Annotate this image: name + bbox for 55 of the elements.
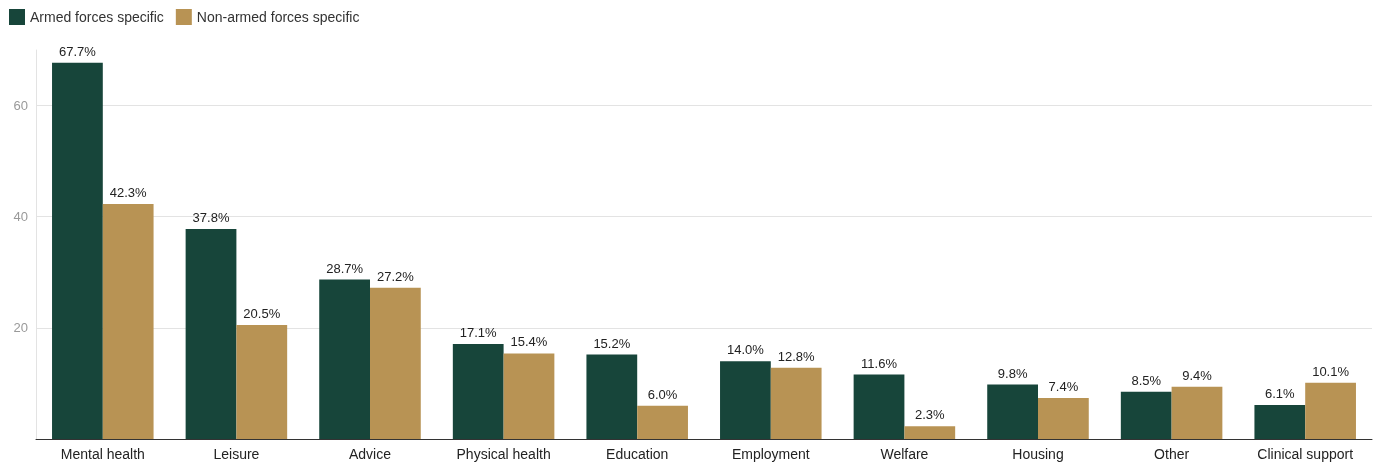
data-label: 17.1%	[459, 324, 498, 340]
x-tick-label: Advice	[348, 446, 392, 462]
bar	[720, 361, 771, 439]
bar	[987, 384, 1038, 439]
data-label: 20.5%	[243, 306, 281, 322]
bar	[853, 374, 905, 439]
x-tick-label: Clinical support	[1257, 446, 1354, 462]
data-label: 9.4%	[1182, 367, 1213, 383]
data-label: 14.0%	[726, 342, 765, 358]
x-tick-label: Mental health	[60, 446, 145, 462]
y-tick-label: 40	[13, 209, 28, 225]
legend-label: Armed forces specific	[30, 9, 164, 25]
x-tick-label: Housing	[1012, 446, 1064, 462]
bar	[637, 405, 688, 439]
x-tick-label: Other	[1154, 446, 1190, 462]
y-tick-label: 20	[13, 320, 28, 336]
data-label: 2.3%	[914, 407, 946, 423]
data-label: 11.6%	[861, 355, 898, 371]
x-tick-label: Leisure	[213, 446, 260, 462]
data-label: 15.4%	[510, 334, 548, 350]
bar	[185, 228, 237, 439]
bar	[236, 325, 288, 439]
data-label: 28.7%	[326, 260, 364, 276]
x-tick-label: Education	[606, 446, 669, 462]
data-label: 67.7%	[58, 43, 97, 59]
bar	[1038, 397, 1089, 439]
x-tick-label: Physical health	[456, 446, 551, 462]
data-label: 8.5%	[1131, 372, 1162, 388]
bar	[1120, 391, 1172, 439]
data-label: 42.3%	[109, 184, 148, 200]
bar	[102, 203, 154, 439]
data-label: 37.8%	[192, 209, 230, 225]
data-label: 6.1%	[1265, 386, 1296, 402]
bar	[1305, 382, 1356, 439]
data-label: 9.8%	[997, 365, 1028, 381]
bar	[452, 343, 504, 439]
data-label: 7.4%	[1048, 378, 1079, 394]
x-tick-label: Employment	[731, 446, 810, 462]
bar	[503, 353, 555, 439]
bar	[1254, 405, 1306, 439]
legend-label: Non-armed forces specific	[196, 9, 360, 25]
data-label: 12.8%	[777, 348, 816, 364]
bar	[586, 354, 638, 439]
bar	[370, 287, 421, 439]
bar	[1171, 386, 1223, 439]
bar	[52, 62, 103, 439]
data-label: 15.2%	[593, 335, 631, 351]
data-label: 27.2%	[376, 268, 415, 284]
bar	[319, 279, 370, 439]
bar	[904, 426, 956, 439]
bar	[770, 367, 822, 439]
y-tick-label: 60	[13, 98, 28, 114]
x-tick-label: Welfare	[880, 446, 929, 462]
data-label: 10.1%	[1312, 363, 1350, 379]
data-label: 6.0%	[647, 386, 678, 402]
